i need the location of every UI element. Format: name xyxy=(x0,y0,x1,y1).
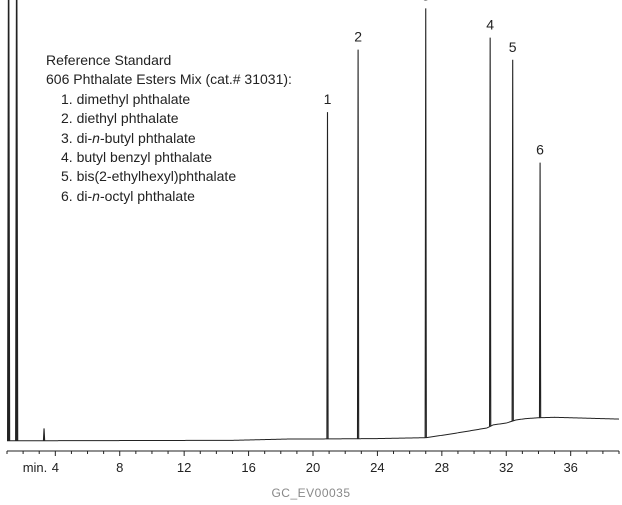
peak-2 xyxy=(356,49,360,439)
peak-6 xyxy=(538,162,542,418)
legend-item: 6. di-n-octyl phthalate xyxy=(46,187,292,206)
legend-item-number: 3. xyxy=(61,129,73,146)
x-tick-label: 20 xyxy=(306,460,320,475)
legend: Reference Standard 606 Phthalate Esters … xyxy=(46,51,292,206)
x-tick-label: 36 xyxy=(563,460,577,475)
legend-item-number: 1. xyxy=(61,90,73,107)
legend-item-text: diethyl phthalate xyxy=(76,110,179,127)
legend-item: 2. diethyl phthalate xyxy=(46,109,292,128)
peak-label: 1 xyxy=(324,91,332,107)
legend-list: 1. dimethyl phthalate 2. diethyl phthalat… xyxy=(46,90,292,206)
peak-label: 6 xyxy=(536,142,544,158)
peak-label: 2 xyxy=(354,29,362,45)
x-tick-label: 4 xyxy=(52,460,59,475)
legend-item-text: di- xyxy=(76,129,93,146)
legend-item-text: di- xyxy=(76,187,93,204)
legend-item-text: bis(2-ethylhexyl)phthalate xyxy=(76,168,237,185)
x-tick-label: 32 xyxy=(499,460,513,475)
peak-label: 3 xyxy=(422,0,430,3)
legend-item: 1. dimethyl phthalate xyxy=(46,90,292,109)
x-axis-label: min. xyxy=(23,460,48,475)
legend-item: 4. butyl benzyl phthalate xyxy=(46,148,292,167)
legend-subtitle: 606 Phthalate Esters Mix (cat.# 31031): xyxy=(46,71,292,88)
peak-label: 5 xyxy=(509,39,517,55)
legend-item-text-end: -octyl phthalate xyxy=(99,187,195,204)
legend-item-number: 6. xyxy=(61,187,73,204)
x-tick-label: 12 xyxy=(177,460,191,475)
legend-item-italic: n xyxy=(92,129,100,146)
peak-labels: 1 2 3 45 6 xyxy=(324,0,545,158)
x-tick-label: 8 xyxy=(116,460,123,475)
peak-5 xyxy=(511,59,514,421)
chromatogram-trace xyxy=(6,0,620,442)
peak-unlabeled-2 xyxy=(42,428,46,441)
x-tick-label: 28 xyxy=(435,460,449,475)
baseline-trace xyxy=(6,416,620,442)
peak-3 xyxy=(424,8,427,438)
figure-id: GC_EV00035 xyxy=(271,486,351,500)
legend-item-text-end: -butyl phthalate xyxy=(99,129,196,146)
peak-unlabeled-1 xyxy=(15,0,19,441)
legend-item-text: dimethyl phthalate xyxy=(76,90,191,107)
peak-1 xyxy=(326,112,329,439)
x-tick-label: 16 xyxy=(241,460,255,475)
x-tick-label: 24 xyxy=(370,460,384,475)
peak-unlabeled-0 xyxy=(7,0,11,441)
legend-item: 3. di-n-butyl phthalate xyxy=(46,129,292,148)
peak-4 xyxy=(489,37,492,427)
legend-item-number: 4. xyxy=(61,149,73,166)
legend-item: 5. bis(2-ethylhexyl)phthalate xyxy=(46,167,292,186)
legend-title: Reference Standard xyxy=(46,52,172,68)
peak-label: 4 xyxy=(486,17,494,33)
legend-item-text: butyl benzyl phthalate xyxy=(76,149,213,166)
x-axis: 4 8 12 16 20 24 28 32 36 min. xyxy=(6,450,620,475)
legend-item-number: 2. xyxy=(61,110,73,127)
legend-item-number: 5. xyxy=(61,168,73,185)
legend-item-italic: n xyxy=(92,187,100,204)
